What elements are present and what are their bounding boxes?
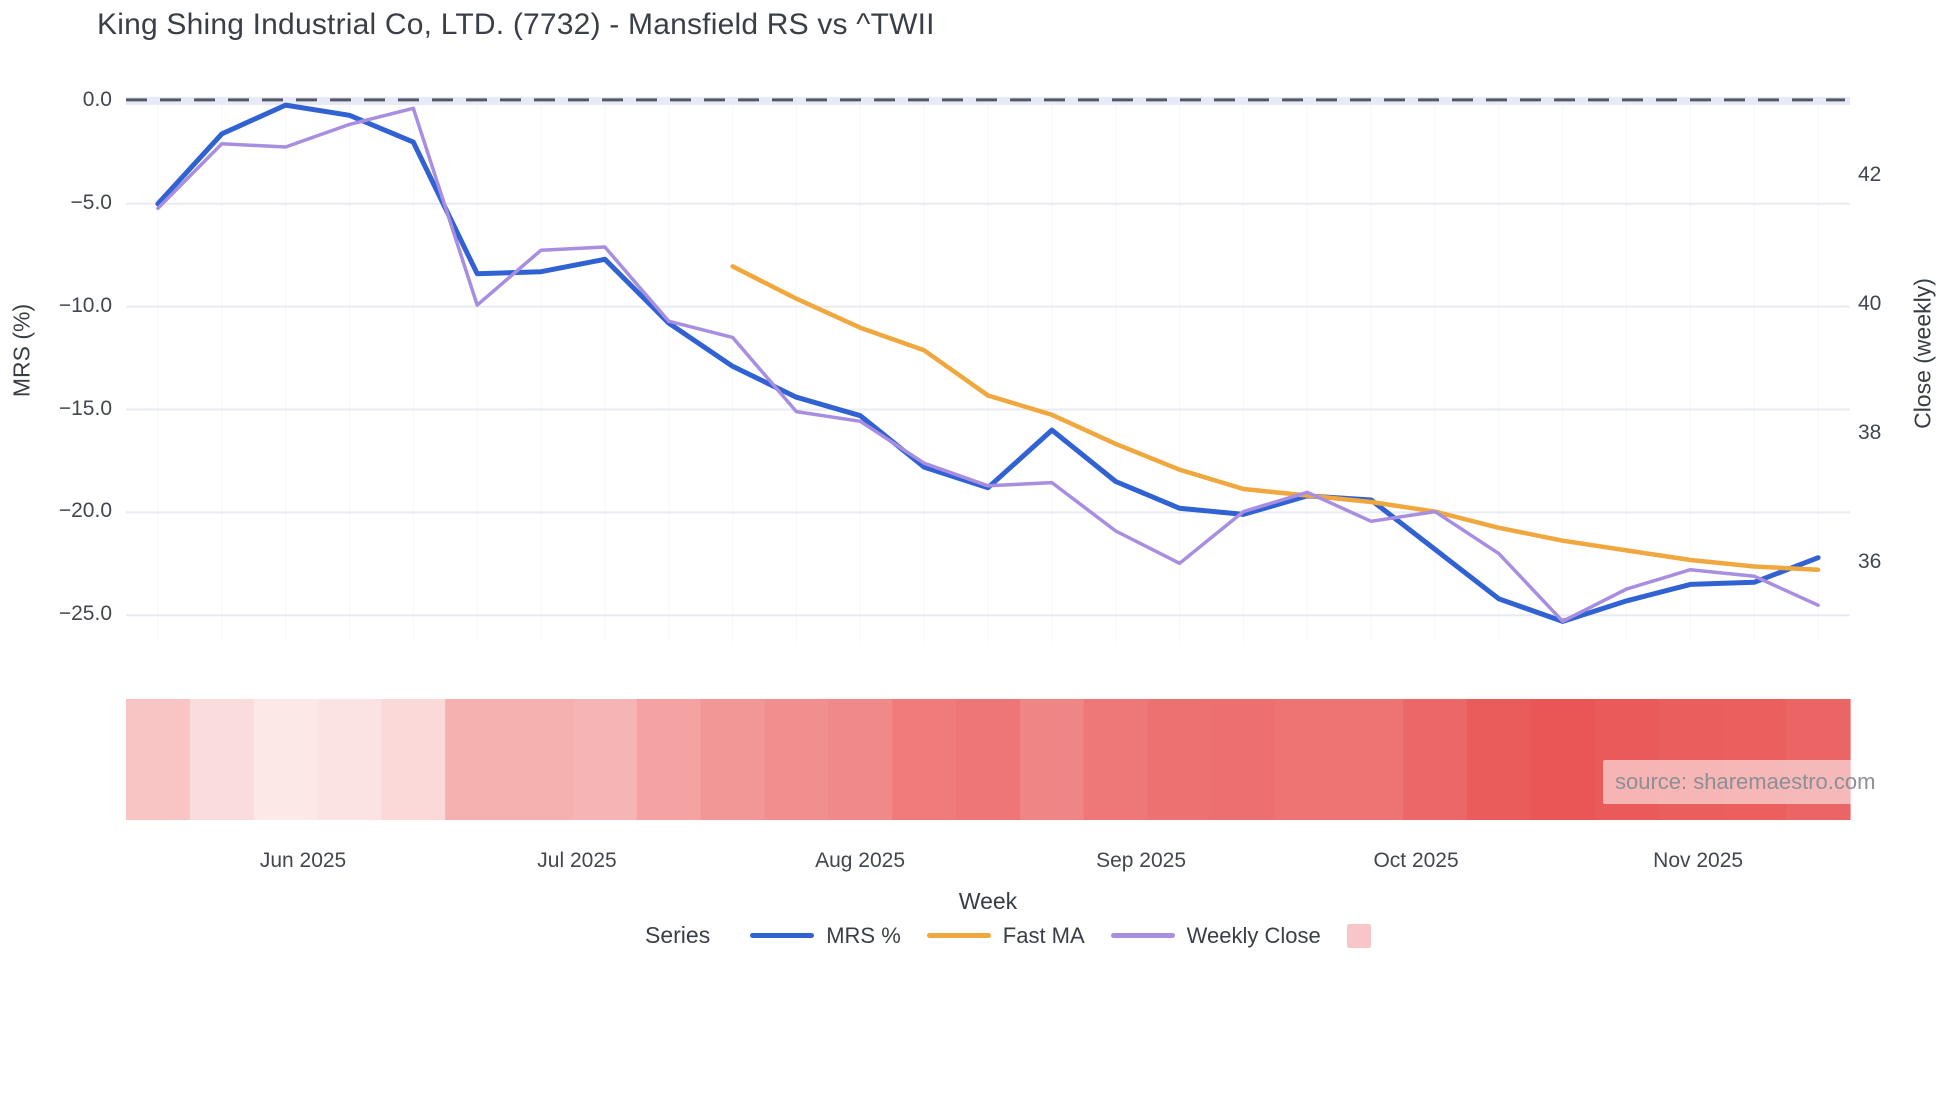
heatmap-cell[interactable]: [1275, 699, 1340, 820]
heatmap-cell[interactable]: [189, 699, 255, 820]
heatmap-cell[interactable]: [381, 699, 446, 820]
chart-title: King Shing Industrial Co, LTD. (7732) - …: [97, 8, 935, 41]
x-axis-title: Week: [958, 888, 1018, 914]
heatmap-cell[interactable]: [1403, 699, 1468, 820]
y-left-tick: −15.0: [58, 396, 112, 420]
y-left-tick: −10.0: [58, 293, 112, 317]
heatmap-cell[interactable]: [700, 699, 766, 820]
heatmap-cell[interactable]: [509, 699, 574, 820]
heatmap-cell[interactable]: [1147, 699, 1213, 820]
heatmap-cell[interactable]: [956, 699, 1021, 820]
x-tick: Nov 2025: [1653, 849, 1744, 872]
mrs-line-swatch-icon: [750, 933, 815, 938]
fast-ma-line-swatch-icon: [926, 933, 991, 938]
x-tick: Oct 2025: [1373, 849, 1459, 872]
y-right-tick: 36: [1858, 550, 1882, 574]
heatmap-cell[interactable]: [1019, 699, 1085, 820]
source-annotation: source: sharemaestro.com: [1603, 760, 1933, 804]
y-left-tick: −25.0: [58, 602, 112, 626]
y-right-tick: 42: [1858, 163, 1882, 187]
y-left-tick: −5.0: [70, 190, 112, 214]
y-left-tick: −20.0: [58, 499, 112, 523]
heatmap-cell[interactable]: [828, 699, 893, 820]
legend-item-heatmap[interactable]: [1346, 923, 1371, 948]
legend-item-mrs[interactable]: MRS %: [750, 923, 901, 949]
heatmap-cell[interactable]: [1083, 699, 1149, 820]
legend-item-weekly-close[interactable]: Weekly Close: [1110, 922, 1321, 949]
heatmap-cell[interactable]: [1530, 699, 1596, 820]
heatmap-cell[interactable]: [317, 699, 383, 820]
y-right-axis-title: Close (weekly): [1909, 278, 1936, 429]
y-left-tick: 0.0: [82, 87, 112, 111]
heatmap-cell[interactable]: [1466, 699, 1532, 820]
x-tick: Jul 2025: [537, 849, 617, 872]
x-tick: Jun 2025: [259, 849, 347, 872]
legend-item-label: Fast MA: [1002, 922, 1085, 948]
y-right-tick: 40: [1858, 292, 1882, 316]
legend-title: Series: [645, 922, 711, 948]
heatmap-cell[interactable]: [636, 699, 702, 820]
heatmap-cell[interactable]: [445, 699, 510, 820]
heatmap-cell[interactable]: [1211, 699, 1276, 820]
x-tick: Sep 2025: [1096, 849, 1187, 872]
heatmap-cell[interactable]: [253, 699, 319, 820]
legend: Series MRS % Fast MA Weekly Close: [645, 922, 1371, 949]
heatmap-cell[interactable]: [764, 699, 829, 820]
heatmap-cell[interactable]: [892, 699, 957, 820]
series-line-weekly-close[interactable]: [156, 106, 1820, 624]
x-tick: Aug 2025: [815, 849, 906, 872]
weekly-close-line-swatch-icon: [1110, 933, 1175, 938]
legend-item-label: MRS %: [826, 922, 901, 948]
legend-item-fast-ma[interactable]: Fast MA: [926, 922, 1085, 949]
heatmap-cell[interactable]: [126, 699, 191, 820]
heatmap-cell[interactable]: [572, 699, 638, 820]
series-line-mrs-[interactable]: [155, 102, 1821, 624]
legend-item-label: Weekly Close: [1186, 922, 1321, 948]
y-right-tick: 38: [1858, 421, 1882, 445]
heatmap-swatch-icon: [1346, 923, 1371, 948]
heatmap-cell[interactable]: [1339, 699, 1404, 820]
series-line-fast-ma[interactable]: [730, 264, 1821, 572]
